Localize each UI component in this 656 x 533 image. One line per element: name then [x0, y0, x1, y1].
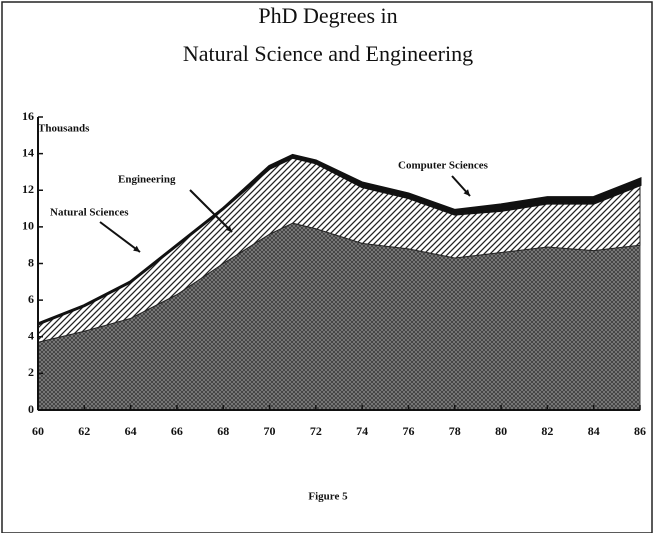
x-tick-label: 80: [495, 424, 507, 438]
arrow-head: [133, 245, 140, 252]
x-tick-label: 74: [356, 424, 368, 438]
label-arrow: [99, 221, 141, 253]
y-tick-label: 4: [28, 329, 34, 343]
x-tick-label: 82: [541, 424, 553, 438]
x-tick-label: 86: [634, 424, 646, 438]
y-tick-label: 0: [28, 402, 34, 416]
series-label: Computer Sciences: [398, 160, 489, 172]
label-arrow: [189, 189, 233, 233]
y-axis-label: Thousands: [38, 123, 90, 135]
area: [37, 153, 642, 326]
y-tick-label: 10: [22, 219, 34, 233]
series-label: Engineering: [118, 174, 176, 186]
x-tick-label: 78: [449, 424, 461, 438]
y-tick-label: 16: [22, 109, 34, 123]
x-tick-label: 68: [217, 424, 229, 438]
x-tick-label: 72: [310, 424, 322, 438]
x-tick-label: 70: [264, 424, 276, 438]
caption: Figure 5: [308, 491, 348, 503]
y-tick-label: 12: [22, 182, 34, 196]
x-tick-label: 84: [588, 424, 600, 438]
x-tick-label: 62: [78, 424, 90, 438]
chart-title: Natural Science and Engineering: [183, 41, 473, 66]
arrow-head: [225, 225, 232, 232]
y-tick-label: 14: [22, 145, 34, 159]
y-tick-label: 6: [28, 292, 34, 306]
series-label: Natural Sciences: [50, 207, 129, 219]
x-tick-label: 76: [402, 424, 414, 438]
y-tick-label: 2: [28, 365, 34, 379]
arrow-head: [463, 189, 470, 196]
x-tick-label: 60: [32, 424, 44, 438]
chart-title: PhD Degrees in: [258, 3, 397, 28]
x-tick-label: 64: [125, 424, 137, 438]
y-tick-label: 8: [28, 255, 34, 269]
x-tick-label: 66: [171, 424, 183, 438]
